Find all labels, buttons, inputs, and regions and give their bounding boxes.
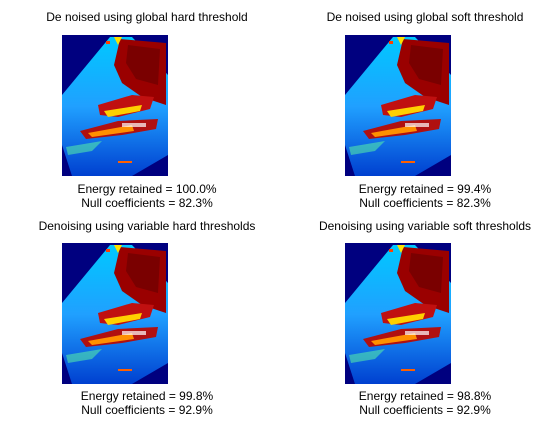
denoised-image bbox=[345, 243, 451, 384]
panel: De noised using global soft threshold Ene… bbox=[327, 10, 524, 210]
panel-caption: Energy retained = 99.8% bbox=[81, 389, 214, 403]
panel-caption: Null coefficients = 92.9% bbox=[81, 403, 213, 417]
panel-caption: Energy retained = 100.0% bbox=[77, 182, 216, 196]
panel-title: Denoising using variable soft thresholds bbox=[319, 219, 531, 233]
denoised-image bbox=[62, 35, 168, 176]
panel-caption: Energy retained = 98.8% bbox=[359, 389, 492, 403]
panel: De noised using global hard threshold Ene… bbox=[46, 10, 247, 210]
denoised-image bbox=[345, 35, 451, 176]
panel-caption: Null coefficients = 82.3% bbox=[81, 196, 213, 210]
panel-title: De noised using global soft threshold bbox=[327, 10, 524, 24]
panels: De noised using global hard threshold Ene… bbox=[39, 10, 531, 417]
denoised-image bbox=[62, 243, 168, 384]
panel: Denoising using variable hard thresholds… bbox=[39, 219, 256, 417]
panel: Denoising using variable soft thresholds… bbox=[319, 219, 531, 417]
panel-caption: Null coefficients = 82.3% bbox=[359, 196, 491, 210]
panel-caption: Null coefficients = 92.9% bbox=[359, 403, 491, 417]
panel-title: Denoising using variable hard thresholds bbox=[39, 219, 256, 233]
panel-title: De noised using global hard threshold bbox=[46, 10, 247, 24]
panel-caption: Energy retained = 99.4% bbox=[359, 182, 492, 196]
